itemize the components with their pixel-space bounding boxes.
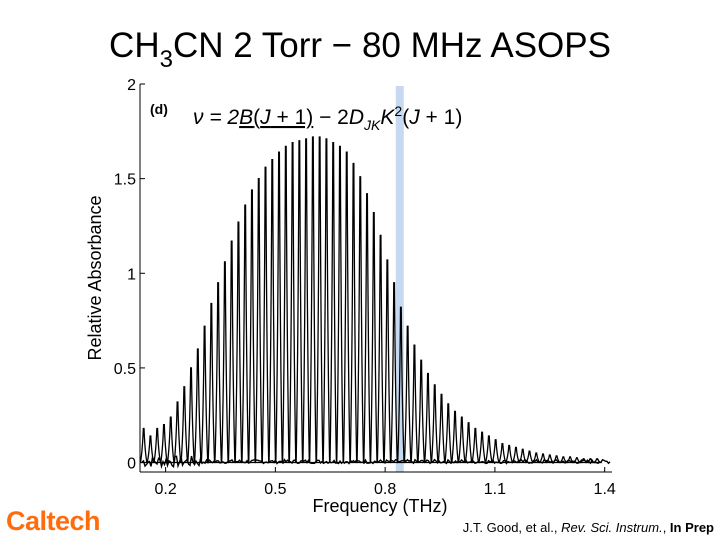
spectral-line [275, 151, 283, 464]
spectral-line [241, 204, 250, 464]
spectral-line [153, 427, 162, 464]
spectral-line [363, 193, 371, 464]
spectral-line [160, 424, 168, 464]
x-tick-label: 1.1 [484, 481, 506, 498]
y-tick-label: 2 [127, 77, 136, 94]
caltech-logo: Caltech [6, 506, 101, 536]
y-tick-label: 0.5 [114, 361, 136, 378]
spectral-line [417, 359, 426, 464]
spectral-line [302, 138, 310, 464]
citation: J.T. Good, et al., Rev. Sci. Instrum., I… [462, 520, 714, 535]
spectral-line [214, 282, 222, 464]
spectral-line [166, 416, 175, 464]
spectral-line [234, 221, 243, 464]
spectral-line [376, 234, 385, 464]
x-axis-label: Frequency (THz) [312, 496, 447, 516]
spectral-line [505, 444, 514, 464]
spectral-line [525, 450, 534, 464]
spectral-line [139, 427, 148, 464]
y-tick-label: 1 [127, 266, 136, 283]
panel-label: (d) [150, 101, 168, 117]
x-tick-label: 0.2 [154, 481, 176, 498]
spectral-line [248, 189, 256, 464]
baseline-noise [141, 454, 611, 470]
spectral-line [437, 393, 446, 464]
spectral-line [315, 136, 324, 464]
spectral-line [254, 177, 263, 464]
spectral-line [511, 446, 521, 464]
spectrum-series [139, 136, 603, 464]
spectral-line [383, 259, 392, 464]
spectral-line [430, 384, 439, 464]
spectral-line [349, 162, 358, 464]
highlight-band [395, 86, 404, 472]
spectral-line [281, 145, 290, 464]
spectral-line [342, 151, 351, 464]
spectral-line [390, 282, 398, 464]
spectral-line [329, 142, 338, 464]
spectral-line [207, 302, 216, 464]
spectral-line [295, 140, 304, 464]
spectral-line [471, 427, 480, 464]
x-tick-label: 0.5 [264, 481, 286, 498]
spectral-line [336, 145, 344, 464]
y-axis-label: Relative Absorbance [85, 195, 105, 360]
title-subscript: 3 [159, 46, 173, 73]
spectral-line [227, 240, 236, 464]
spectral-line [403, 325, 412, 464]
spectral-line [397, 306, 405, 464]
y-tick-label: 0 [127, 456, 136, 473]
spectral-line [180, 386, 189, 464]
spectral-line [309, 136, 317, 464]
spectral-line [484, 435, 493, 464]
slide-title: CH3CN 2 Torr − 80 MHz ASOPS [109, 26, 611, 73]
spectral-line [457, 416, 466, 464]
spectral-line [410, 344, 419, 464]
spectral-line [491, 439, 500, 464]
x-tick-label: 1.4 [594, 481, 616, 498]
spectral-line [322, 138, 331, 464]
spectral-line [193, 348, 202, 464]
spectral-line [531, 452, 541, 464]
spectral-line [498, 442, 507, 464]
spectral-line [221, 261, 229, 464]
spectral-line [173, 401, 182, 464]
spectral-line [424, 372, 432, 464]
spectral-line [268, 159, 277, 464]
spectral-line [369, 212, 378, 464]
equation-label: ν = 2B(J + 1) − 2DJKK2(J + 1) [193, 103, 462, 133]
spectral-line [261, 166, 270, 464]
spectral-line [187, 367, 195, 464]
y-tick-label: 1.5 [114, 172, 136, 189]
x-tick-label: 0.8 [374, 481, 396, 498]
spectral-line [451, 410, 459, 464]
spectral-line [464, 422, 473, 464]
spectral-line [288, 142, 297, 464]
spectral-line [356, 176, 365, 464]
spectral-line [444, 403, 453, 464]
spectral-line [200, 325, 209, 464]
spectral-line [478, 431, 487, 464]
